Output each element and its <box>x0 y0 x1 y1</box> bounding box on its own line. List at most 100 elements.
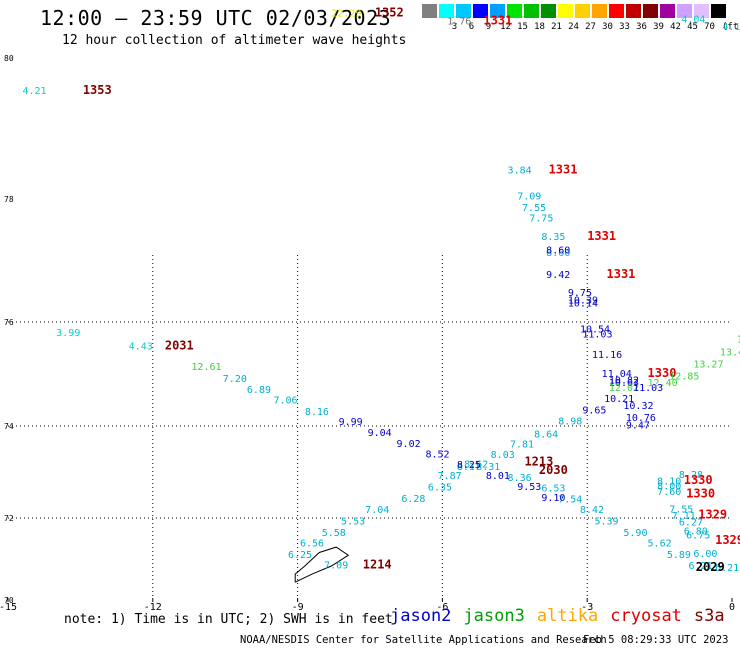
wave-height-label: 28.25 <box>387 0 417 3</box>
wave-height-label: 12.85 <box>669 371 699 382</box>
wave-height-label: 10.54 <box>580 324 610 335</box>
wave-height-label: 8.62 <box>464 459 488 470</box>
chart-title: 12:00 – 23:59 UTC 02/03/2023 <box>40 6 392 30</box>
wave-height-label: 9.53 <box>517 482 541 493</box>
wave-height-label: 5.53 <box>341 517 365 528</box>
wave-height-label: 10.39 <box>568 296 598 307</box>
wave-height-label: 7.54 <box>558 494 582 505</box>
legend-swatch <box>507 4 522 18</box>
legend-swatch <box>643 4 658 18</box>
wave-height-label: 13.27 <box>693 359 723 370</box>
wave-height-label: 7.11 <box>672 511 696 522</box>
wave-height-label: 6.35 <box>428 483 452 494</box>
wave-height-label: 7.09 <box>517 191 541 202</box>
footer-generated-time: Feb 5 08:29:33 UTC 2023 <box>583 634 729 646</box>
legend-swatch <box>473 4 488 18</box>
wave-height-label: 8.52 <box>426 450 450 461</box>
legend-swatch <box>490 4 505 18</box>
mission-legend: jason2 jason3 altika cryosat s3a <box>390 606 737 626</box>
wave-height-label: 6.25 <box>288 550 312 561</box>
y-tick-label: 70 <box>4 596 14 605</box>
x-tick-label: -15 <box>0 602 17 613</box>
wave-height-label: 5.90 <box>623 528 647 539</box>
legend-tick-label: 6 <box>468 22 475 32</box>
pass-time-label: 1331 <box>607 267 636 281</box>
wave-height-label: 7.60 <box>657 487 681 498</box>
wave-height-label: 8.60 <box>546 245 570 256</box>
legend-swatch <box>677 4 692 18</box>
x-tick-label: 0 <box>729 602 735 613</box>
wave-height-label: 9.65 <box>582 405 606 416</box>
pass-time-label: 1353 <box>83 83 112 97</box>
wave-height-label: 12.02 <box>609 383 639 394</box>
wave-height-label: 10.63 <box>609 378 639 389</box>
legend-tick-label: 3 <box>451 22 458 32</box>
legend-tick-label: 45 <box>687 22 698 32</box>
wave-height-label: 10.76 <box>626 413 656 424</box>
legend-tick-label: 18 <box>534 22 545 32</box>
wave-height-label: 8.03 <box>491 450 515 461</box>
pass-time-label: 1331 <box>587 229 616 243</box>
pass-time-label: 1330 <box>648 366 677 380</box>
legend-swatch <box>609 4 624 18</box>
footer-organization: NOAA/NESDIS Center for Satellite Applica… <box>240 634 607 646</box>
wave-height-label: 6.53 <box>541 484 565 495</box>
wave-height-label: 5.89 <box>667 550 691 561</box>
wave-height-label: 8.10 <box>657 477 681 488</box>
wave-height-label: 13.40 <box>720 348 740 359</box>
wave-height-label: 6.28 <box>401 494 425 505</box>
pass-time-label: 1331 <box>549 163 578 177</box>
mission-label: cryosat <box>610 606 682 626</box>
y-tick-label: 76 <box>4 318 14 327</box>
legend-tick-label: 36 <box>636 22 647 32</box>
wave-height-label: 6.80 <box>684 526 708 537</box>
wave-height-label: 9.47 <box>626 420 650 431</box>
legend-swatch <box>422 4 437 18</box>
pass-time-label: 1352 <box>375 5 404 19</box>
pass-time-label: 1213 <box>524 455 553 469</box>
wave-height-label: 7.55 <box>669 505 693 516</box>
wave-height-label: 3.99 <box>56 328 80 339</box>
wave-height-label: 6.21 <box>689 561 713 572</box>
legend-unit: (ft) <box>722 22 740 32</box>
wave-height-label: 4.43 <box>129 342 153 353</box>
wave-height-label: 8.35 <box>541 232 565 243</box>
pass-time-label: 1329 <box>715 533 740 547</box>
wave-height-label: 10.82 <box>609 376 639 387</box>
wave-height-label: 9.42 <box>546 270 570 281</box>
wave-height-label: 8.01 <box>486 471 510 482</box>
wave-height-label: 10.14 <box>568 298 598 309</box>
legend-swatch <box>439 4 454 18</box>
wave-height-label: 7.09 <box>324 560 348 571</box>
legend-swatch <box>524 4 539 18</box>
wave-height-label: 8.00 <box>657 481 681 492</box>
wave-height-label: 13 <box>737 335 740 346</box>
legend-tick-label: 70 <box>704 22 715 32</box>
legend-tick-label: 12 <box>500 22 511 32</box>
wave-height-label: 5.62 <box>648 539 672 550</box>
wave-height-label: 6.56 <box>300 539 324 550</box>
legend-swatch <box>711 4 726 18</box>
wave-height-label: 7.04 <box>365 505 389 516</box>
wave-height-label: 8.60 <box>546 248 570 259</box>
wave-height-label: 7.87 <box>438 471 462 482</box>
wave-height-label: 3.84 <box>508 166 532 177</box>
wave-height-label: 7.81 <box>510 439 534 450</box>
wave-height-label: 8.36 <box>508 473 532 484</box>
wave-height-label: 9.99 <box>339 417 363 428</box>
y-tick-label: 80 <box>4 54 14 63</box>
x-tick-label: -3 <box>581 602 593 613</box>
wave-height-label: 8.98 <box>558 417 582 428</box>
wave-height-label: 4.04 <box>681 14 705 25</box>
y-tick-label: 74 <box>4 422 14 431</box>
mission-label: s3a <box>693 606 725 626</box>
legend-swatch <box>592 4 607 18</box>
legend-tick-label: 9 <box>485 22 492 32</box>
footer-note: note: 1) Time is in UTC; 2) SWH is in fe… <box>64 612 393 627</box>
legend-tick-label: 27 <box>585 22 596 32</box>
x-tick-label: -6 <box>436 602 448 613</box>
wave-height-label: 7.06 <box>273 396 297 407</box>
pass-time-label: 1329 <box>698 508 727 522</box>
wave-height-label: 9.10 <box>541 493 565 504</box>
